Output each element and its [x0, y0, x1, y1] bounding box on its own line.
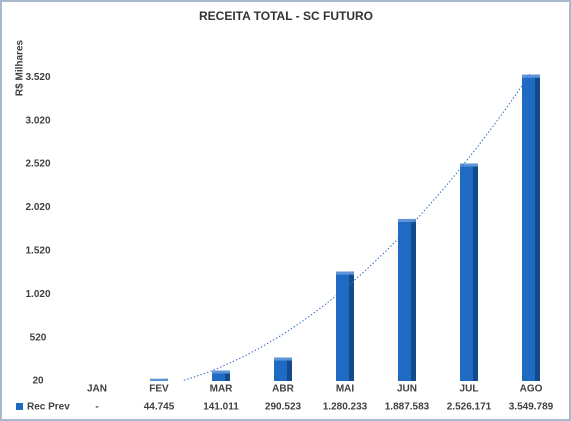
value-label: 141.011 — [203, 402, 239, 413]
value-label: 1.887.583 — [385, 402, 430, 413]
bar-top — [212, 370, 230, 374]
value-label: - — [95, 402, 98, 413]
legend-swatch — [16, 403, 23, 410]
y-tick-label: 20 — [32, 376, 44, 387]
y-tick-label: 2.520 — [25, 159, 50, 170]
value-label: 290.523 — [265, 402, 302, 413]
y-tick-label: 1.520 — [25, 246, 50, 257]
y-tick-label: 3.020 — [25, 115, 50, 126]
bar-top — [274, 357, 292, 361]
y-axis-title: R$ Milhares — [15, 39, 26, 96]
bar-top — [150, 378, 168, 381]
bar-side — [225, 370, 230, 381]
value-label: 44.745 — [144, 402, 175, 413]
value-label: 1.280.233 — [323, 402, 368, 413]
bar-side — [287, 357, 292, 381]
x-tick-label: JAN — [87, 384, 107, 395]
x-tick-label: JUN — [397, 384, 417, 395]
y-tick-label: 1.020 — [25, 289, 50, 300]
x-tick-label: FEV — [149, 384, 169, 395]
y-tick-label: 3.520 — [25, 72, 50, 83]
bar-side — [473, 163, 478, 381]
value-label: 2.526.171 — [447, 402, 492, 413]
y-tick-label: 520 — [30, 332, 47, 343]
x-tick-label: MAI — [336, 384, 355, 395]
trendline — [183, 72, 532, 381]
x-tick-label: ABR — [272, 384, 294, 395]
legend-label: Rec Prev — [27, 402, 70, 413]
bar-top — [460, 163, 478, 167]
x-tick-label: MAR — [210, 384, 234, 395]
chart-title: RECEITA TOTAL - SC FUTURO — [199, 9, 373, 23]
bar-top — [398, 218, 416, 222]
x-tick-label: AGO — [520, 384, 543, 395]
bar-top — [522, 74, 540, 78]
bar-side — [411, 218, 416, 381]
bar-side — [535, 74, 540, 381]
y-tick-label: 2.020 — [25, 202, 50, 213]
x-tick-label: JUL — [460, 384, 479, 395]
bar-side — [349, 271, 354, 381]
bar-top — [336, 271, 354, 275]
value-label: 3.549.789 — [509, 402, 554, 413]
bar — [212, 370, 230, 381]
